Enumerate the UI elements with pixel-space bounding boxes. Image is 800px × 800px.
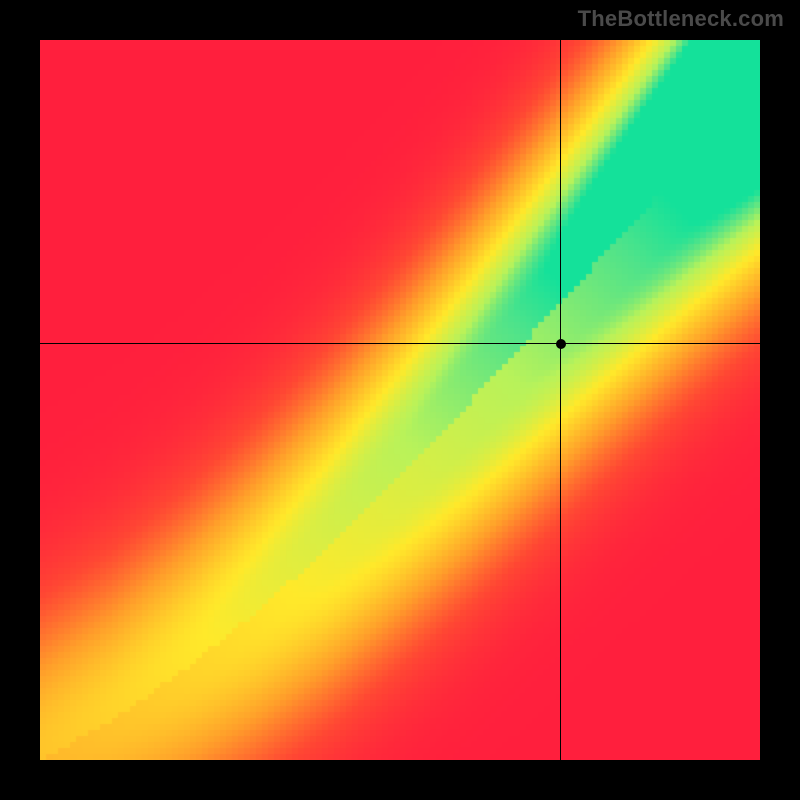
crosshair-marker xyxy=(556,339,566,349)
heatmap-canvas xyxy=(40,40,760,760)
crosshair-horizontal xyxy=(40,343,760,344)
watermark-text: TheBottleneck.com xyxy=(578,6,784,32)
crosshair-vertical xyxy=(560,40,561,760)
bottleneck-heatmap xyxy=(40,40,760,760)
